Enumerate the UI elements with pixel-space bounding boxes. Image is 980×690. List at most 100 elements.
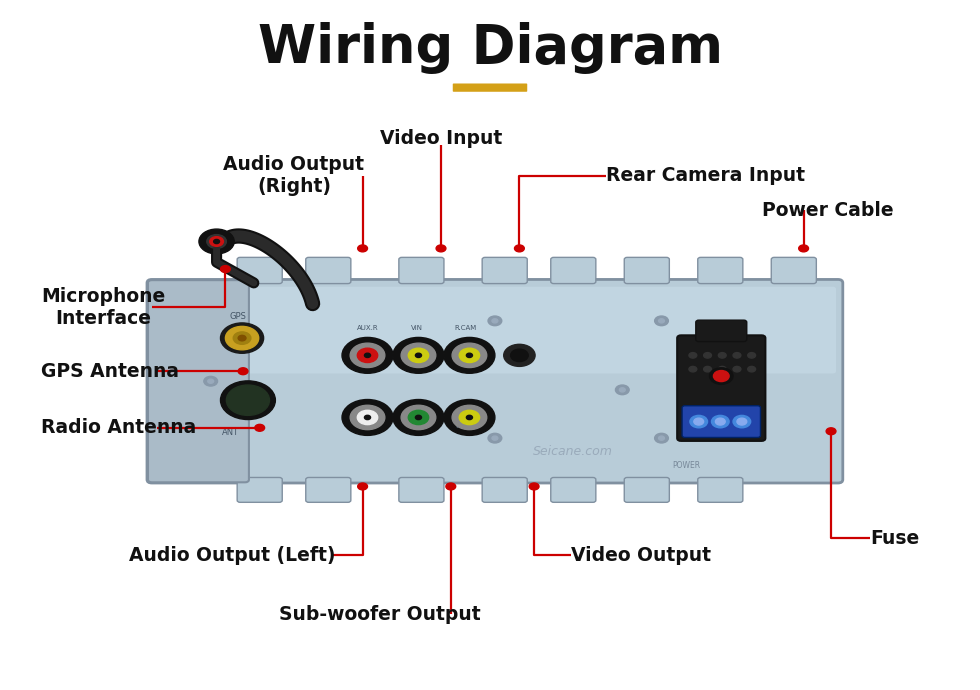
FancyBboxPatch shape [624, 257, 669, 284]
Circle shape [615, 385, 629, 395]
FancyBboxPatch shape [624, 477, 669, 502]
Text: Microphone
Interface: Microphone Interface [41, 286, 166, 328]
Circle shape [514, 245, 524, 252]
FancyBboxPatch shape [551, 257, 596, 284]
Circle shape [452, 343, 487, 368]
Circle shape [737, 418, 747, 425]
Circle shape [655, 433, 668, 443]
Circle shape [365, 415, 370, 420]
Text: Video Input: Video Input [380, 128, 502, 148]
FancyBboxPatch shape [154, 287, 836, 373]
Circle shape [220, 323, 264, 353]
Circle shape [466, 353, 472, 357]
Circle shape [226, 385, 270, 415]
Text: GPS Antenna: GPS Antenna [41, 362, 179, 381]
Circle shape [409, 348, 428, 362]
Circle shape [619, 388, 625, 392]
Circle shape [401, 405, 436, 430]
Circle shape [488, 433, 502, 443]
Circle shape [446, 483, 456, 490]
Text: GPS: GPS [229, 311, 247, 321]
FancyBboxPatch shape [698, 257, 743, 284]
Circle shape [733, 353, 741, 358]
Text: POWER: POWER [672, 461, 700, 471]
Circle shape [220, 266, 230, 273]
Circle shape [655, 316, 668, 326]
Circle shape [704, 353, 711, 358]
Circle shape [365, 353, 370, 357]
Text: AUX.R: AUX.R [357, 325, 378, 331]
Circle shape [826, 428, 836, 435]
Circle shape [689, 366, 697, 372]
Text: V.OUT: V.OUT [455, 423, 476, 428]
Circle shape [238, 368, 248, 375]
Circle shape [210, 237, 223, 246]
FancyBboxPatch shape [453, 83, 527, 92]
FancyBboxPatch shape [306, 257, 351, 284]
Circle shape [460, 411, 479, 424]
Circle shape [238, 335, 246, 341]
Circle shape [733, 415, 751, 428]
FancyBboxPatch shape [237, 257, 282, 284]
Circle shape [492, 319, 498, 323]
Circle shape [350, 343, 385, 368]
Text: VIN: VIN [411, 325, 422, 331]
Circle shape [409, 411, 428, 424]
Circle shape [350, 405, 385, 430]
Circle shape [358, 348, 377, 362]
Circle shape [690, 415, 708, 428]
Circle shape [204, 377, 218, 386]
FancyBboxPatch shape [306, 477, 351, 502]
Circle shape [436, 245, 446, 252]
FancyBboxPatch shape [399, 257, 444, 284]
FancyBboxPatch shape [148, 280, 249, 482]
Circle shape [342, 337, 393, 373]
Circle shape [393, 400, 444, 435]
Circle shape [748, 353, 756, 358]
Circle shape [694, 418, 704, 425]
Circle shape [342, 400, 393, 435]
Circle shape [255, 424, 265, 431]
Circle shape [444, 337, 495, 373]
FancyBboxPatch shape [399, 477, 444, 502]
FancyBboxPatch shape [482, 257, 527, 284]
Circle shape [225, 326, 259, 350]
Circle shape [718, 353, 726, 358]
Text: Audio Output
(Right): Audio Output (Right) [223, 155, 365, 197]
Circle shape [220, 381, 275, 420]
FancyBboxPatch shape [677, 335, 765, 441]
Text: R.CAM: R.CAM [455, 325, 476, 331]
Circle shape [358, 245, 368, 252]
Circle shape [214, 239, 220, 244]
Circle shape [711, 415, 729, 428]
Text: Power Cable: Power Cable [762, 201, 894, 220]
FancyBboxPatch shape [237, 477, 282, 502]
Text: Video Output: Video Output [571, 546, 711, 565]
Text: Audio Output (Left): Audio Output (Left) [129, 546, 336, 565]
Text: Fuse: Fuse [870, 529, 919, 548]
Circle shape [659, 319, 664, 323]
Circle shape [401, 343, 436, 368]
Text: SW: SW [411, 423, 422, 428]
FancyBboxPatch shape [482, 477, 527, 502]
Circle shape [444, 400, 495, 435]
Circle shape [452, 405, 487, 430]
Text: Sub-woofer Output: Sub-woofer Output [279, 604, 481, 624]
Circle shape [199, 229, 234, 254]
Circle shape [704, 366, 711, 372]
Text: Radio Antenna: Radio Antenna [41, 418, 196, 437]
Circle shape [208, 379, 214, 383]
FancyBboxPatch shape [696, 320, 747, 342]
Circle shape [529, 483, 539, 490]
Circle shape [718, 366, 726, 372]
Circle shape [358, 483, 368, 490]
Text: Seicane.com: Seicane.com [533, 446, 613, 458]
FancyBboxPatch shape [147, 279, 843, 483]
Circle shape [416, 415, 421, 420]
Circle shape [733, 366, 741, 372]
Circle shape [358, 411, 377, 424]
Circle shape [488, 316, 502, 326]
Circle shape [799, 245, 808, 252]
Circle shape [659, 436, 664, 440]
Circle shape [393, 337, 444, 373]
